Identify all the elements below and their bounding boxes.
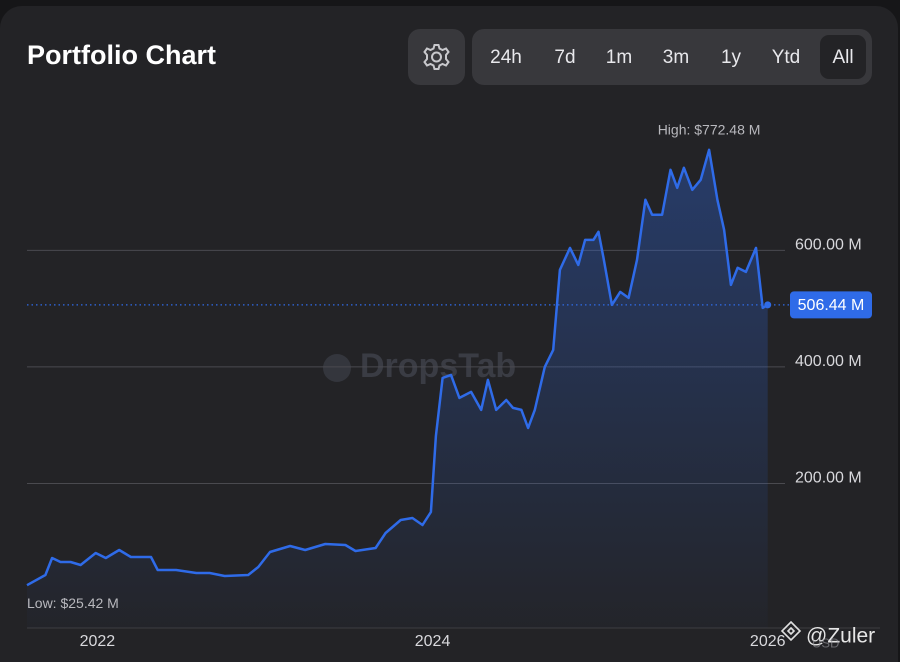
watermark-logo — [780, 620, 802, 642]
tab-active-bg — [820, 35, 866, 79]
range-tabs — [472, 29, 872, 85]
current-value-label: 506.44 M — [798, 297, 865, 314]
y-tick-label: 400.00 M — [795, 353, 862, 370]
y-tick-label: 600.00 M — [795, 237, 862, 254]
current-badge — [790, 291, 872, 319]
x-tick-label: 2022 — [80, 633, 116, 650]
area-fill — [27, 149, 768, 629]
range-tab[interactable]: All — [832, 47, 853, 68]
x-tick-label: 2026 — [750, 633, 786, 650]
currency-watermark: USD — [812, 635, 839, 650]
range-tab[interactable]: 1y — [721, 47, 742, 68]
line — [26, 148, 769, 587]
range-tab[interactable]: Ytd — [772, 47, 801, 68]
watermark-handle: @Zuler — [806, 625, 875, 648]
watermark: DropsTab — [360, 347, 516, 385]
range-tab[interactable]: 3m — [663, 47, 689, 68]
settings-icon — [423, 44, 450, 70]
range-tab[interactable]: 7d — [554, 47, 575, 68]
range-tab[interactable]: 24h — [490, 47, 522, 68]
current-dot — [764, 301, 772, 309]
y-tick-label: 200.00 M — [795, 470, 862, 487]
range-tab[interactable]: 1m — [606, 47, 632, 68]
x-tick-label: 2024 — [415, 633, 451, 650]
settings-button[interactable] — [408, 29, 465, 85]
high-label: High: $772.48 M — [658, 122, 761, 138]
chart-title: Portfolio Chart — [27, 40, 216, 70]
low-label: Low: $25.42 M — [27, 595, 119, 611]
watermark-icon — [323, 354, 351, 382]
